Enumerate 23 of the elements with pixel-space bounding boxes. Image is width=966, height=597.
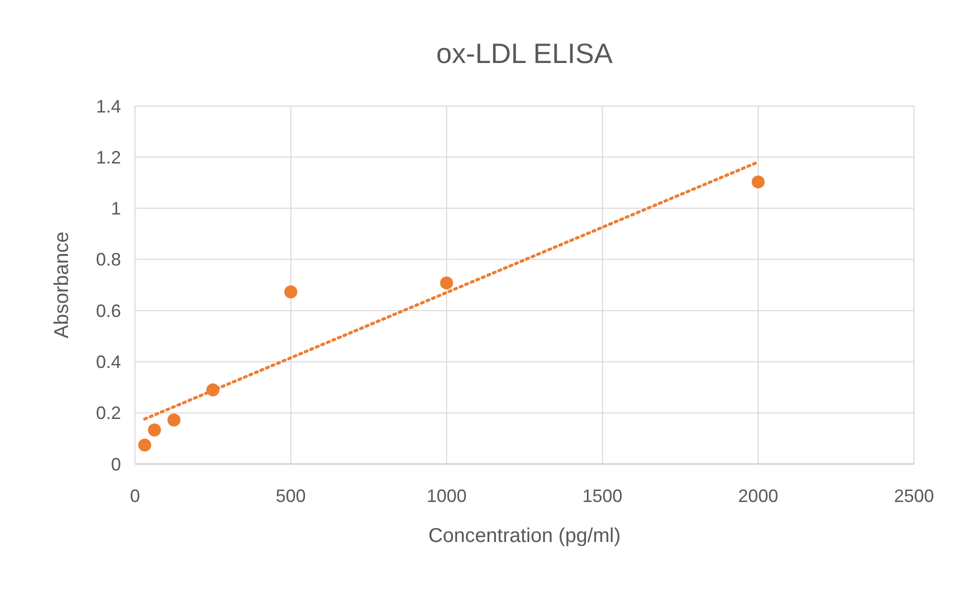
y-tick-label: 0: [110, 454, 121, 474]
point: [440, 276, 454, 290]
chart-title: ox-LDL ELISA: [436, 38, 614, 69]
y-tick-label: 0.8: [96, 250, 121, 270]
y-tick-label: 1.2: [96, 147, 121, 168]
y-tick-label: 0.4: [96, 352, 121, 372]
y-axis-title: Absorbance: [51, 232, 73, 338]
x-tick-label: 2500: [894, 486, 934, 506]
point: [284, 285, 298, 298]
x-tick-label: 1500: [582, 486, 622, 506]
y-tick-label: 0.6: [96, 300, 121, 321]
x-tick-label: 0: [130, 486, 140, 506]
point: [167, 414, 180, 427]
y-tick-label: 1: [110, 198, 121, 219]
point: [138, 438, 152, 452]
point: [752, 175, 765, 188]
point: [148, 423, 161, 436]
y-tick-label: 1.4: [96, 96, 121, 116]
x-tick-label: 500: [276, 486, 306, 506]
x-tick-label: 2000: [738, 486, 778, 506]
x-tick-label: 1000: [426, 486, 467, 506]
y-tick-label: 0.2: [96, 403, 121, 424]
x-axis-title: Concentration (pg/ml): [428, 525, 621, 547]
